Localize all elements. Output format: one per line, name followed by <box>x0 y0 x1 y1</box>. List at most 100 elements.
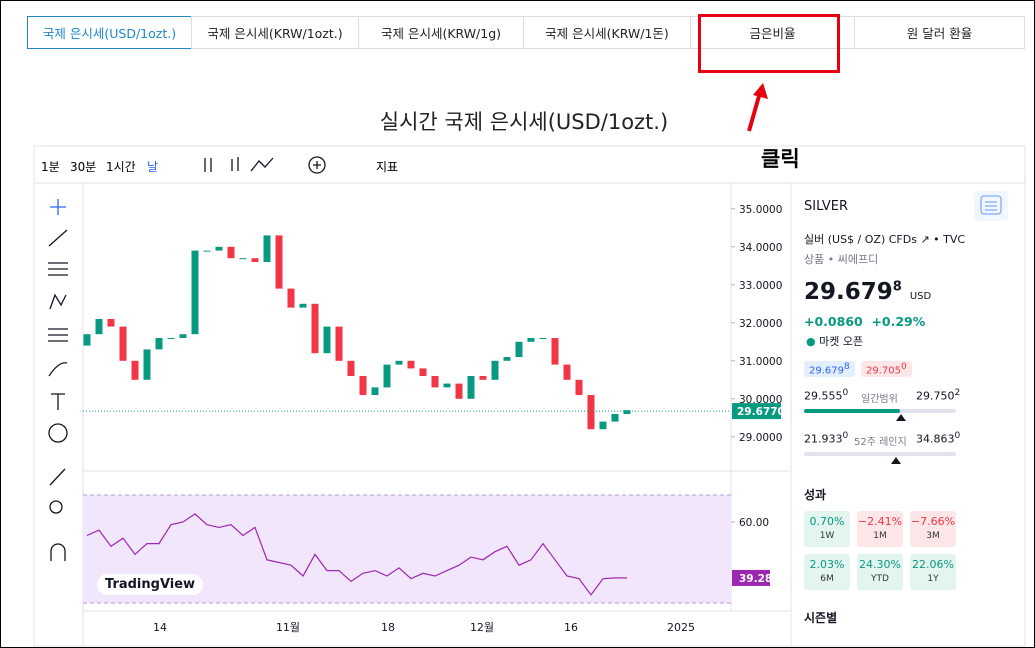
candle <box>227 246 235 259</box>
candle <box>419 368 427 376</box>
day-high: 29.7502 <box>916 388 960 403</box>
rsi-line <box>86 513 628 596</box>
toolbar-item[interactable]: 날 <box>147 160 159 174</box>
text: 2.03% <box>809 558 845 571</box>
candle <box>203 250 211 252</box>
toolbar-item[interactable]: 1시간 <box>106 160 136 174</box>
perf-card: 2.03% 6M <box>804 554 850 590</box>
toolbar-item[interactable]: 지표 <box>376 160 399 174</box>
panel-toggle[interactable] <box>974 191 1008 221</box>
year-high: 34.8630 <box>916 431 960 446</box>
perf-card: −2.41% 1M <box>857 511 903 547</box>
annotation: 클릭 <box>761 147 800 171</box>
candle <box>563 364 571 380</box>
text: USD <box>909 291 932 302</box>
perf-title: 성과 <box>804 488 827 502</box>
candle <box>479 376 487 380</box>
last-price-tag <box>732 403 781 420</box>
candle <box>239 258 247 260</box>
watermark: TradingView <box>97 574 204 595</box>
y-tick-label: 35.0000 <box>739 204 782 216</box>
x-tick-label: 12월 <box>470 621 494 634</box>
text: 3M <box>926 531 940 541</box>
description: 실버 (US$ / OZ) CFDs ↗ • TVC <box>804 233 966 246</box>
seasonal-title: 시즌별 <box>804 611 838 625</box>
text: 29.679 <box>809 365 844 377</box>
text: 0 <box>901 362 907 372</box>
x-tick-label: 18 <box>381 621 395 634</box>
y-tick-label: 32.0000 <box>739 318 782 330</box>
text: 34.863 <box>916 432 955 446</box>
last-price-label: 29.6770 <box>737 406 785 418</box>
perf-card: 0.70% 1W <box>804 511 850 547</box>
candle <box>515 341 523 357</box>
candle <box>263 235 271 262</box>
text: 22.06% <box>912 558 954 571</box>
text: 0 <box>842 431 849 441</box>
candle <box>359 376 367 395</box>
candle <box>611 414 619 422</box>
text: 실버 (US$ / OZ) CFDs <box>804 233 917 246</box>
rsi-tick-label: 60.00 <box>739 517 769 529</box>
toolbar-item[interactable]: 30분 <box>70 160 97 174</box>
toolbar-item[interactable]: 1분 <box>41 160 60 174</box>
x-tick-label: 11월 <box>276 621 300 634</box>
text: 1M <box>873 531 887 541</box>
text: 29.555 <box>804 389 843 403</box>
text: 24.30% <box>859 558 901 571</box>
text: 1W <box>819 531 835 541</box>
year-range-bar <box>804 452 956 456</box>
text: 6M <box>820 574 834 584</box>
candle <box>371 387 379 395</box>
symbol: SILVER <box>804 199 849 214</box>
day-low: 29.5550 <box>804 388 848 403</box>
candle <box>455 383 463 399</box>
x-tick-label: 2025 <box>667 621 695 634</box>
candle <box>299 303 307 308</box>
candle <box>587 395 595 430</box>
rsi-last-tag <box>732 569 770 586</box>
candle <box>575 379 583 395</box>
perf-card: 22.06% 1Y <box>910 554 956 590</box>
candle <box>335 326 343 361</box>
text: 8 <box>844 362 850 372</box>
candle <box>131 360 139 380</box>
y-tick-label: 30.0000 <box>739 394 782 406</box>
candle <box>311 303 319 354</box>
candle <box>431 376 439 388</box>
y-tick-label: 33.0000 <box>739 280 782 292</box>
text: TVC <box>943 233 966 246</box>
candle <box>191 250 199 335</box>
highlight-box <box>698 14 840 73</box>
text: 1Y <box>927 574 939 584</box>
text: 29.679 <box>804 279 893 305</box>
candle <box>167 338 175 339</box>
year-marker <box>891 457 901 464</box>
price: 29.6798 USD <box>804 279 931 305</box>
perf-card: −7.66% 3M <box>910 511 956 547</box>
rsi-last-label: 39.28 <box>739 573 772 585</box>
candle <box>215 246 223 251</box>
arrow-head <box>753 83 768 99</box>
text: 마켓 오픈 <box>819 335 864 348</box>
candle <box>491 360 499 380</box>
year-low: 21.9330 <box>804 431 848 446</box>
candle <box>551 338 559 365</box>
candle <box>119 326 127 361</box>
candle <box>143 349 151 380</box>
text: YTD <box>871 574 889 584</box>
candle <box>623 410 631 414</box>
candle <box>287 288 295 308</box>
candle <box>83 334 91 346</box>
text: 8 <box>892 279 902 295</box>
y-tick-label: 34.0000 <box>739 242 782 254</box>
candle <box>251 258 259 262</box>
change: +0.0860 +0.29% <box>804 314 925 329</box>
day-label: 일간범위 <box>861 394 898 405</box>
candle <box>443 383 451 388</box>
widget-border <box>33 145 1026 647</box>
tab[interactable]: 원 달러 환율 <box>854 16 1025 49</box>
perf-card: 24.30% YTD <box>857 554 903 590</box>
candle <box>155 338 163 350</box>
text: 21.933 <box>804 432 843 446</box>
